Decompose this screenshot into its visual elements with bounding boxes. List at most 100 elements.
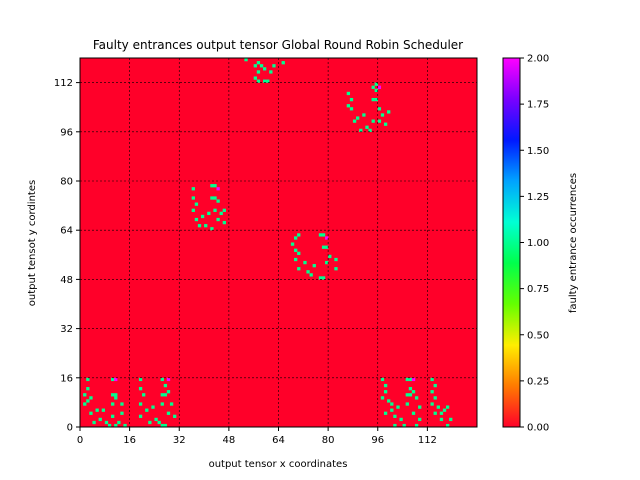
x-tick-label: 48 <box>223 435 236 446</box>
heatmap-cell <box>439 411 444 415</box>
heatmap-cell <box>390 408 394 412</box>
heatmap-cell <box>433 396 437 400</box>
heatmap-cell <box>259 64 264 68</box>
heatmap-cell <box>297 251 301 256</box>
heatmap-cell <box>418 417 422 422</box>
heatmap-cell <box>95 408 99 412</box>
heatmap-cell <box>325 260 329 265</box>
heatmap-cell <box>86 377 90 382</box>
heatmap-cell <box>405 377 409 382</box>
heatmap-cell <box>213 184 217 188</box>
x-tick-label: 0 <box>77 435 83 446</box>
colorbar-ticks: 0.00 0.25 0.50 0.75 1.00 1.25 1.50 1.75 2.00 <box>520 54 549 434</box>
heatmap-cell <box>383 122 388 126</box>
heatmap-cell <box>216 217 220 222</box>
heatmap-cell <box>352 119 357 123</box>
heatmap-cell <box>197 224 202 228</box>
heatmap-cell <box>222 220 226 225</box>
y-tick-label: 0 <box>67 423 73 434</box>
heatmap-cell <box>321 276 326 280</box>
heatmap-cell <box>383 383 388 388</box>
heatmap-cell <box>408 387 413 391</box>
heatmap-cell <box>303 260 307 265</box>
heatmap-cell <box>371 85 375 89</box>
heatmap-cell <box>390 402 394 406</box>
heatmap-cell <box>365 125 369 129</box>
heatmap-cell <box>445 423 450 428</box>
heatmap-cell <box>321 245 326 249</box>
heatmap-cell <box>297 233 301 237</box>
heatmap-cell <box>411 411 416 415</box>
heatmap-cell <box>430 377 434 382</box>
colorbar-label: faulty entrance occurrences <box>568 173 579 313</box>
heatmap-cell <box>111 402 115 406</box>
heatmap-cell <box>142 393 146 397</box>
heatmap-cell <box>408 377 413 382</box>
heatmap-cell <box>393 414 397 418</box>
heatmap-cell <box>166 377 171 382</box>
heatmap-cell <box>321 233 326 237</box>
heatmap-cell <box>399 417 403 422</box>
heatmap-cell <box>380 377 385 382</box>
heatmap-cell <box>281 61 285 65</box>
heatmap-cell <box>191 187 195 191</box>
heatmap-cell <box>111 377 115 382</box>
heatmap-cell <box>346 91 351 96</box>
heatmap-cell <box>253 64 257 68</box>
heatmap-cell <box>290 242 295 246</box>
heatmap-cell <box>418 405 422 409</box>
x-tick-label: 16 <box>123 435 136 446</box>
heatmap-cell <box>442 408 447 412</box>
heatmap-cell <box>393 423 397 428</box>
y-axis-label: output tensot y cordintes <box>27 180 38 306</box>
heatmap-cell <box>309 273 313 277</box>
colorbar-tick-label: 1.50 <box>527 146 549 157</box>
heatmap-cell <box>414 423 419 428</box>
grid-lines <box>80 58 477 427</box>
heatmap-cell <box>356 116 360 120</box>
heatmap-cell <box>269 70 273 74</box>
heatmap-cell <box>83 402 87 406</box>
heatmap-cell <box>86 399 90 403</box>
heatmap-cell <box>262 67 267 71</box>
heatmap-cell <box>138 377 143 382</box>
colorbar-tick-label: 1.00 <box>527 238 549 249</box>
chart-title: Faulty entrances output tensor Global Ro… <box>93 38 463 52</box>
colorbar-tick-label: 0.50 <box>527 330 549 341</box>
colorbar-tick-label: 0.00 <box>527 423 549 434</box>
heatmap-cell <box>272 64 276 68</box>
heatmap-cell <box>92 420 96 425</box>
heatmap-cell <box>294 257 298 262</box>
heatmap-cell <box>294 236 298 240</box>
heatmap-cell <box>374 82 378 86</box>
heatmap-cell <box>210 227 214 231</box>
heatmap-cell <box>166 411 171 415</box>
y-tick-label: 32 <box>60 324 73 335</box>
heatmap-cell <box>402 423 406 428</box>
y-tick-label: 112 <box>54 78 73 89</box>
heatmap-cell <box>383 390 388 394</box>
heatmap-cell <box>408 393 413 397</box>
heatmap-cell <box>98 417 102 422</box>
heatmap-cell <box>374 88 378 93</box>
heatmap-cell <box>145 408 149 412</box>
heatmap-cell <box>325 236 329 240</box>
heatmap-cell <box>216 199 220 203</box>
heatmap-cell <box>334 257 338 262</box>
heatmap-cell <box>89 411 93 415</box>
heatmap-cell <box>371 97 375 102</box>
heatmap-cell <box>163 393 168 397</box>
heatmap-cell <box>120 411 124 415</box>
heatmap-cell <box>387 399 391 403</box>
heatmap-cell <box>253 76 257 80</box>
heatmap-cell <box>312 264 316 268</box>
x-tick-label: 96 <box>371 435 384 446</box>
heatmap-cell <box>349 107 354 111</box>
heatmap-cell <box>163 423 168 428</box>
y-tick-label: 64 <box>60 226 73 237</box>
heatmap-cell <box>101 408 106 412</box>
heatmap-cell <box>191 196 195 200</box>
heatmap-cell <box>114 396 118 400</box>
heatmap-cell <box>445 405 450 409</box>
